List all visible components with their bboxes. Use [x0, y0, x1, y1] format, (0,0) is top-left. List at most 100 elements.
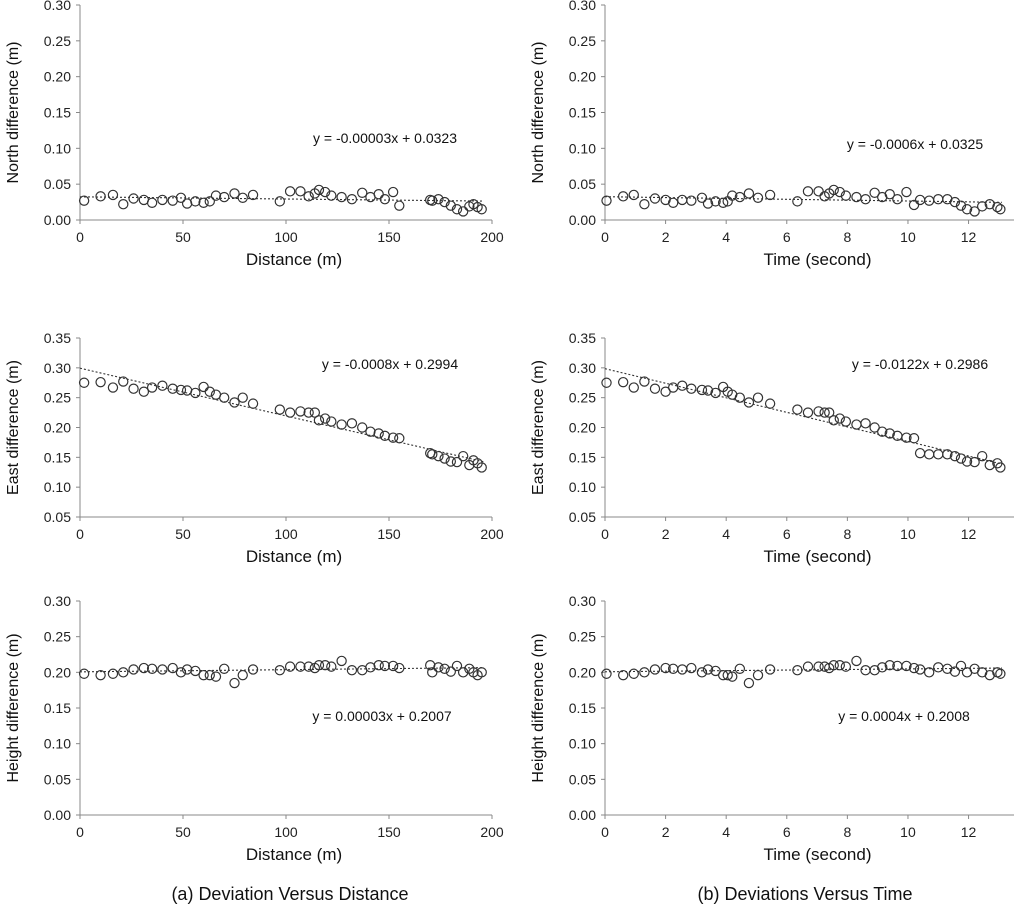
data-point [884, 660, 895, 671]
y-tick-label: 0.10 [569, 140, 596, 156]
trendline [79, 367, 484, 463]
data-point [107, 189, 119, 201]
data-point [229, 188, 240, 199]
y-tick-label: 0.25 [569, 33, 596, 49]
data-point [167, 383, 178, 394]
data-point [649, 664, 661, 675]
data-point [976, 667, 988, 678]
data-point [617, 376, 629, 388]
data-point [237, 669, 248, 681]
data-point [649, 383, 661, 394]
data-point [387, 432, 399, 443]
data-point [107, 382, 119, 393]
data-point [326, 661, 337, 672]
data-point [146, 197, 158, 208]
data-point [828, 660, 839, 671]
data-point [677, 380, 688, 391]
x-axis-label: Time (second) [763, 845, 871, 864]
trendline [604, 368, 1003, 465]
data-point [128, 664, 139, 675]
data-point [445, 200, 456, 211]
data-point [601, 195, 612, 206]
data-point [357, 187, 368, 198]
x-tick-label: 2 [662, 526, 670, 542]
x-tick-label: 50 [175, 229, 191, 245]
data-point [743, 397, 755, 408]
data-point [95, 376, 106, 388]
data-point [326, 416, 337, 427]
x-axis-label: Time (second) [763, 250, 871, 269]
data-point [834, 413, 845, 424]
data-point [476, 667, 487, 678]
data-point [346, 664, 358, 676]
y-axis-label: North difference (m) [530, 42, 547, 184]
data-point [743, 677, 755, 689]
x-tick-label: 8 [843, 229, 851, 245]
x-tick-label: 100 [274, 526, 298, 542]
data-point [218, 663, 230, 674]
x-tick-label: 200 [480, 824, 504, 840]
data-point [118, 376, 129, 387]
data-point [313, 184, 325, 196]
data-point [433, 662, 444, 673]
data-point [802, 186, 814, 197]
y-tick-label: 0.00 [44, 212, 71, 228]
trendline-equation: y = 0.0004x + 0.2008 [838, 708, 970, 724]
data-point [727, 671, 738, 682]
data-point [639, 376, 650, 387]
x-axis-label: Time (second) [763, 547, 871, 566]
data-point [914, 447, 926, 459]
data-point [303, 407, 314, 418]
y-tick-label: 0.05 [44, 176, 71, 192]
data-point [601, 377, 612, 388]
data-point [274, 664, 286, 676]
data-point [942, 194, 953, 205]
data-point [274, 404, 286, 415]
data-point [840, 661, 852, 672]
data-point [984, 199, 995, 210]
data-point [138, 386, 150, 397]
y-tick-label: 0.15 [44, 105, 71, 121]
y-tick-label: 0.35 [569, 330, 596, 346]
data-point [667, 197, 679, 208]
data-point [686, 662, 697, 674]
x-tick-label: 6 [783, 526, 791, 542]
caption-a: (a) Deviation Versus Distance [171, 884, 408, 904]
data-point [923, 449, 935, 460]
data-point [175, 192, 187, 203]
data-point [476, 462, 487, 473]
y-tick-label: 0.15 [44, 449, 71, 465]
data-point [743, 188, 755, 199]
data-point [628, 189, 639, 201]
data-point [175, 667, 187, 678]
data-point [427, 449, 438, 460]
x-axis-label: Distance (m) [246, 547, 342, 566]
data-point [834, 186, 845, 198]
data-point [908, 433, 920, 444]
trendline-equation: y = -0.0008x + 0.2994 [322, 356, 458, 372]
data-point [445, 456, 456, 467]
data-point [851, 191, 862, 203]
x-tick-label: 4 [722, 526, 730, 542]
data-point [696, 667, 708, 678]
y-tick-label: 0.30 [44, 593, 71, 609]
y-tick-label: 0.30 [44, 360, 71, 376]
x-tick-label: 150 [377, 229, 401, 245]
data-point [860, 194, 871, 205]
y-tick-label: 0.20 [569, 420, 596, 436]
data-point [834, 660, 845, 671]
data-point [949, 196, 961, 208]
data-point [734, 663, 746, 674]
x-tick-label: 0 [601, 526, 609, 542]
data-point [373, 428, 384, 439]
x-tick-label: 150 [377, 526, 401, 542]
y-tick-label: 0.00 [569, 212, 596, 228]
x-tick-label: 150 [377, 824, 401, 840]
data-point [933, 194, 944, 205]
x-tick-label: 0 [76, 229, 84, 245]
data-point [884, 428, 895, 439]
y-axis-label: East difference (m) [5, 360, 22, 495]
y-tick-label: 0.10 [44, 736, 71, 752]
data-point [118, 199, 129, 210]
data-point [295, 661, 306, 672]
